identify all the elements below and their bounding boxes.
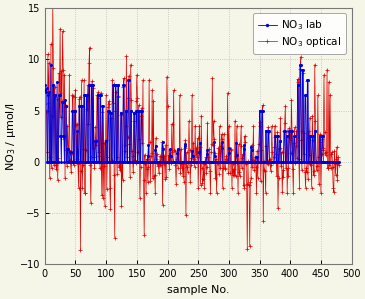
NO$_3$ lab [222,160,227,164]
NO$_3$ optical [337,163,341,167]
NO$_3$ lab [311,135,315,138]
Y-axis label: NO$_3$ / μmol/l: NO$_3$ / μmol/l [4,102,18,171]
NO$_3$ optical [135,96,140,100]
NO$_3$ optical [168,148,172,151]
NO$_3$ lab [260,109,264,112]
Line: NO$_3$ optical: NO$_3$ optical [43,2,341,252]
NO$_3$ lab [135,160,140,164]
NO$_3$ optical [43,53,47,56]
NO$_3$ optical [260,109,264,113]
NO$_3$ optical [78,248,82,252]
Line: NO$_3$ lab: NO$_3$ lab [43,63,340,164]
NO$_3$ lab [43,83,47,87]
NO$_3$ lab [208,160,213,164]
NO$_3$ lab [45,160,49,164]
NO$_3$ lab [49,63,53,66]
NO$_3$ optical [208,191,213,194]
NO$_3$ optical [222,166,227,170]
NO$_3$ optical [51,2,55,6]
NO$_3$ optical [311,138,315,141]
Legend: NO$_3$ lab, NO$_3$ optical: NO$_3$ lab, NO$_3$ optical [253,13,346,54]
NO$_3$ lab [337,160,341,164]
X-axis label: sample No.: sample No. [167,285,230,295]
NO$_3$ lab [168,147,172,151]
